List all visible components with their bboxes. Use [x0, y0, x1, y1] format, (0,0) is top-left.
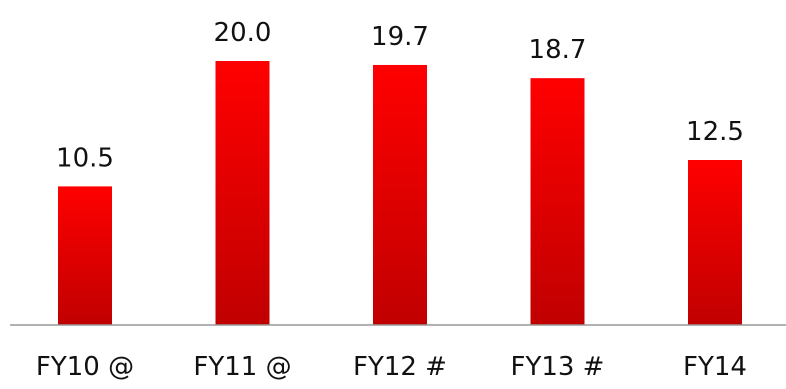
x-tick-label-2: FY11 @	[193, 352, 291, 382]
x-tick-labels-group: FY10 @ FY11 @ FY12 # FY13 # FY14	[36, 352, 747, 382]
data-label-2: 20.0	[214, 18, 272, 48]
bar-2	[215, 61, 270, 325]
bars-group	[58, 61, 742, 326]
bar-1	[58, 186, 112, 325]
data-label-4: 18.7	[529, 35, 587, 65]
x-tick-label-5: FY14	[683, 352, 747, 382]
data-label-1: 10.5	[56, 143, 114, 173]
bar-4	[530, 78, 585, 325]
data-label-3: 19.7	[371, 22, 429, 52]
x-tick-label-1: FY10 @	[36, 352, 134, 382]
x-tick-label-3: FY12 #	[353, 352, 447, 382]
data-label-5: 12.5	[686, 117, 744, 147]
data-labels-group: 10.5 20.0 19.7 18.7 12.5	[56, 18, 744, 173]
x-tick-label-4: FY13 #	[511, 352, 605, 382]
bar-3	[373, 64, 427, 326]
bar-5	[688, 160, 742, 325]
